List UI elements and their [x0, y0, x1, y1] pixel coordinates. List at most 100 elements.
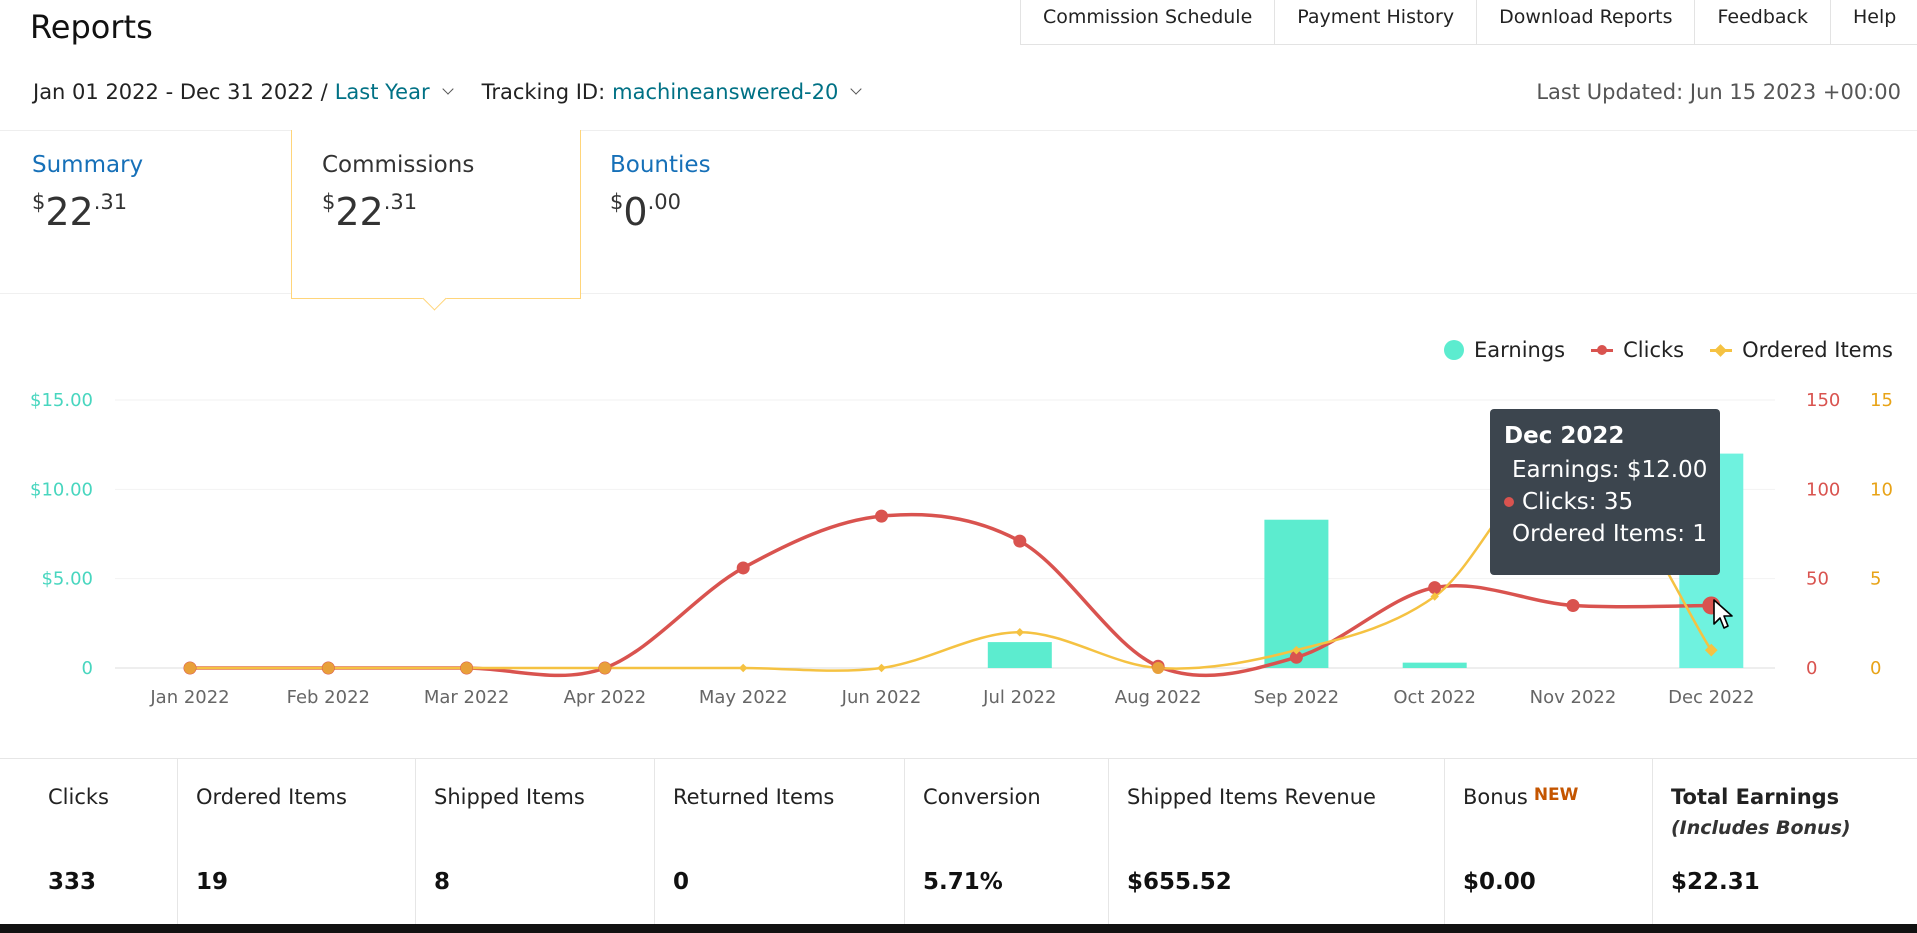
- legend-ordered-label: Ordered Items: [1742, 338, 1893, 362]
- stat-shipped-revenue: Shipped Items Revenue $655.52: [1109, 759, 1445, 925]
- y-right-clicks-tick-label: 50: [1806, 569, 1829, 590]
- summary-amount: $22.31: [32, 190, 128, 234]
- legend-earnings[interactable]: Earnings: [1443, 338, 1566, 362]
- legend-clicks-label: Clicks: [1623, 338, 1685, 362]
- stat-conversion: Conversion 5.71%: [905, 759, 1109, 925]
- stat-value: $655.52: [1127, 869, 1232, 895]
- legend-clicks[interactable]: Clicks: [1591, 338, 1684, 362]
- x-tick-label: Dec 2022: [1668, 687, 1754, 708]
- stat-label: Shipped Items Revenue: [1127, 785, 1376, 809]
- ordered-items-point: [738, 663, 748, 673]
- divider: [0, 293, 1917, 294]
- x-tick-label: May 2022: [699, 687, 788, 708]
- zero-point: [460, 662, 473, 674]
- bounties-amount: $0.00: [610, 190, 681, 234]
- clicks-point: [1289, 650, 1303, 664]
- chevron-down-icon[interactable]: [850, 83, 863, 95]
- stat-label: Returned Items: [673, 785, 835, 809]
- stat-bonus: Bonus NEW $0.00: [1445, 759, 1653, 925]
- y-left-tick-label: 0: [82, 658, 93, 679]
- x-tick-label: Apr 2022: [564, 687, 647, 708]
- x-tick-label: Jun 2022: [841, 687, 922, 708]
- y-right-ordered-tick-label: 0: [1870, 658, 1881, 679]
- y-left-tick-label: $5.00: [41, 569, 93, 590]
- tab-summary[interactable]: Summary $22.31: [32, 152, 272, 234]
- date-range-text: Jan 01 2022 - Dec 31 2022 /: [33, 80, 328, 104]
- divider: [0, 130, 1917, 131]
- stats-bar: Clicks 333 Ordered Items 19 Shipped Item…: [0, 758, 1917, 925]
- nav-payment-history[interactable]: Payment History: [1275, 0, 1478, 44]
- clicks-point: [1428, 581, 1442, 595]
- nav-help[interactable]: Help: [1852, 6, 1897, 28]
- chevron-down-icon[interactable]: [441, 83, 454, 95]
- earnings-bar: [1264, 519, 1329, 668]
- stat-ordered-items: Ordered Items 19: [178, 759, 416, 925]
- zero-point: [598, 662, 611, 674]
- ordered-items-point: [1015, 628, 1025, 637]
- chart-legend: Earnings Clicks Ordered Items: [1418, 338, 1893, 362]
- x-tick-label: Feb 2022: [287, 687, 370, 708]
- stat-value: 8: [434, 869, 451, 895]
- clicks-point: [736, 561, 750, 575]
- period-dropdown[interactable]: Last Year: [334, 80, 430, 104]
- earnings-dot-icon: [1443, 340, 1464, 360]
- x-tick-label: Oct 2022: [1393, 687, 1476, 708]
- stat-label: Ordered Items: [196, 785, 347, 809]
- clicks-dot-icon: [1504, 497, 1514, 507]
- tab-commissions[interactable]: Commissions $22.31: [291, 130, 581, 299]
- nav-feedback[interactable]: Feedback: [1695, 0, 1831, 44]
- stat-value: 19: [196, 869, 229, 895]
- clicks-line-icon: [1591, 344, 1614, 355]
- y-right-clicks-tick-label: 0: [1806, 658, 1817, 679]
- y-right-clicks-tick-label: 100: [1806, 479, 1840, 500]
- zero-point: [184, 662, 196, 674]
- ordered-items-line: [190, 452, 1713, 672]
- stat-value: $0.00: [1463, 869, 1536, 895]
- tracking-id-dropdown[interactable]: machineanswered-20: [612, 80, 839, 104]
- tab-summary-label[interactable]: Summary: [32, 152, 144, 178]
- new-badge: NEW: [1533, 785, 1579, 805]
- tab-bounties[interactable]: Bounties $0.00: [610, 152, 850, 234]
- last-updated: Last Updated: Jun 15 2023 +00:00: [1536, 80, 1901, 104]
- clicks-point: [875, 509, 888, 523]
- earnings-chart: 0 0 0 $5.00 50 5 $10.00 100 10 $15.00 150 15 Jan 202…: [30, 390, 1893, 708]
- legend-ordered-items[interactable]: Ordered Items: [1710, 338, 1893, 362]
- nav-commission-schedule[interactable]: Commission Schedule: [1021, 0, 1276, 44]
- stat-total-earnings: Total Earnings (Includes Bonus) $22.31: [1653, 759, 1917, 925]
- nav-download-reports[interactable]: Download Reports: [1477, 0, 1696, 44]
- x-tick-label: Nov 2022: [1530, 687, 1617, 708]
- ordered-items-line-icon: [1710, 343, 1733, 357]
- tooltip-title: Dec 2022: [1504, 423, 1625, 449]
- stat-value: 333: [48, 869, 97, 895]
- y-right-ordered-tick-label: 10: [1870, 479, 1893, 500]
- clicks-point: [1013, 534, 1027, 548]
- zero-point: [1152, 662, 1165, 674]
- x-tick-label: Jan 2022: [149, 687, 229, 708]
- tab-commissions-label: Commissions: [322, 152, 475, 178]
- stat-label: Total Earnings: [1671, 785, 1840, 809]
- stat-returned-items: Returned Items 0: [655, 759, 905, 925]
- ordered-items-point: [1292, 645, 1301, 655]
- x-tick-label: Mar 2022: [424, 687, 510, 708]
- y-right-ordered-tick-label: 5: [1870, 569, 1881, 590]
- y-right-ordered-tick-label: 15: [1870, 390, 1893, 411]
- chart-tooltip: Dec 2022 Earnings: $12.00 Clicks: 35 Ord…: [1490, 409, 1720, 575]
- page-title: Reports: [30, 8, 153, 46]
- earnings-bar: [1402, 662, 1467, 668]
- y-left-tick-label: $10.00: [30, 479, 93, 500]
- stat-label: Conversion: [923, 785, 1041, 809]
- tooltip-earnings: Earnings: $12.00: [1512, 457, 1708, 483]
- top-nav: Commission Schedule Payment History Down…: [1020, 0, 1917, 45]
- ordered-items-point: [877, 663, 886, 673]
- filter-bar: Jan 01 2022 - Dec 31 2022 / Last Year Tr…: [33, 80, 868, 104]
- mouse-cursor-icon: [1713, 599, 1733, 629]
- tracking-id-label: Tracking ID:: [481, 80, 606, 104]
- x-tick-label: Jul 2022: [982, 687, 1056, 708]
- x-tick-label: Aug 2022: [1115, 687, 1202, 708]
- legend-earnings-label: Earnings: [1473, 338, 1566, 362]
- x-tick-label: Sep 2022: [1254, 687, 1339, 708]
- stat-clicks: Clicks 333: [30, 759, 178, 925]
- tab-bounties-label[interactable]: Bounties: [610, 152, 711, 178]
- tooltip-ordered: Ordered Items: 1: [1512, 521, 1707, 547]
- tooltip-clicks: Clicks: 35: [1522, 489, 1634, 515]
